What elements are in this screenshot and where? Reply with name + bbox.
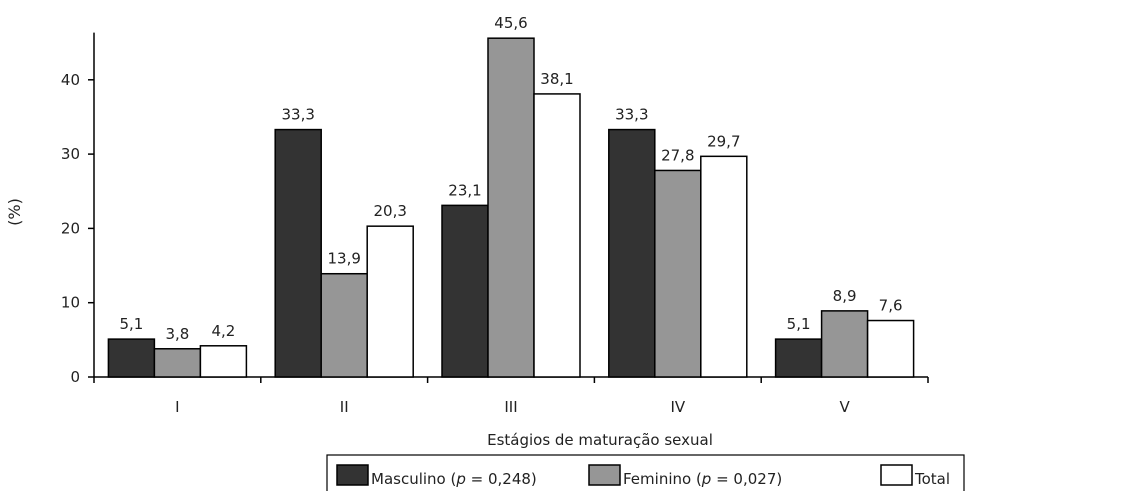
x-tick-label-I: I bbox=[175, 398, 179, 416]
data-label-masculino-I: 5,1 bbox=[119, 315, 143, 333]
legend: Masculino (p = 0,248) Feminino (p = 0,027… bbox=[327, 455, 964, 491]
x-tick-label-II: II bbox=[340, 398, 349, 416]
bar-total-IV bbox=[701, 156, 747, 377]
data-label-masculino-IV: 33,3 bbox=[615, 106, 648, 124]
plot-area: 0 10 20 30 40 5,1 3,8 4,2 I 33,3 13,9 20,3 II 23,1 45,… bbox=[61, 14, 928, 416]
legend-swatch-total bbox=[881, 465, 912, 485]
y-tick-label: 0 bbox=[70, 368, 80, 386]
x-axis-title: Estágios de maturação sexual bbox=[487, 431, 713, 449]
bar-masculino-II bbox=[275, 130, 321, 377]
bar-masculino-III bbox=[442, 205, 488, 377]
bar-feminino-IV bbox=[655, 170, 701, 377]
bar-feminino-I bbox=[154, 349, 200, 377]
bar-total-I bbox=[200, 346, 246, 377]
data-label-total-V: 7,6 bbox=[879, 297, 903, 315]
legend-swatch-feminino bbox=[589, 465, 620, 485]
legend-label-feminino: Feminino (p = 0,027) bbox=[623, 470, 782, 488]
data-label-total-III: 38,1 bbox=[540, 70, 573, 88]
x-tick-label-IV: IV bbox=[670, 398, 685, 416]
bar-total-V bbox=[868, 321, 914, 377]
data-label-feminino-I: 3,8 bbox=[165, 325, 189, 343]
data-label-feminino-III: 45,6 bbox=[494, 14, 527, 32]
data-label-total-II: 20,3 bbox=[373, 202, 406, 220]
data-label-masculino-V: 5,1 bbox=[787, 315, 811, 333]
bar-feminino-II bbox=[321, 274, 367, 377]
y-tick-label: 10 bbox=[61, 294, 80, 312]
bar-feminino-III bbox=[488, 38, 534, 377]
legend-swatch-masculino bbox=[337, 465, 368, 485]
legend-label-total: Total bbox=[914, 470, 950, 488]
bar-masculino-V bbox=[776, 339, 822, 377]
data-label-total-I: 4,2 bbox=[211, 322, 235, 340]
data-label-total-IV: 29,7 bbox=[707, 132, 740, 150]
y-tick-label: 30 bbox=[61, 145, 80, 163]
y-tick-label: 20 bbox=[61, 219, 80, 237]
bar-total-II bbox=[367, 226, 413, 377]
legend-label-masculino: Masculino (p = 0,248) bbox=[371, 470, 537, 488]
data-label-masculino-III: 23,1 bbox=[448, 181, 481, 199]
bar-feminino-V bbox=[822, 311, 868, 377]
data-label-feminino-IV: 27,8 bbox=[661, 146, 694, 164]
x-tick-label-III: III bbox=[504, 398, 517, 416]
y-axis-title: (%) bbox=[5, 198, 24, 226]
bar-masculino-I bbox=[108, 339, 154, 377]
data-label-masculino-II: 33,3 bbox=[281, 106, 314, 124]
y-tick-label: 40 bbox=[61, 71, 80, 89]
data-label-feminino-II: 13,9 bbox=[327, 250, 360, 268]
x-tick-label-V: V bbox=[839, 398, 850, 416]
bar-total-III bbox=[534, 94, 580, 377]
data-label-feminino-V: 8,9 bbox=[833, 287, 857, 305]
bar-masculino-IV bbox=[609, 130, 655, 377]
